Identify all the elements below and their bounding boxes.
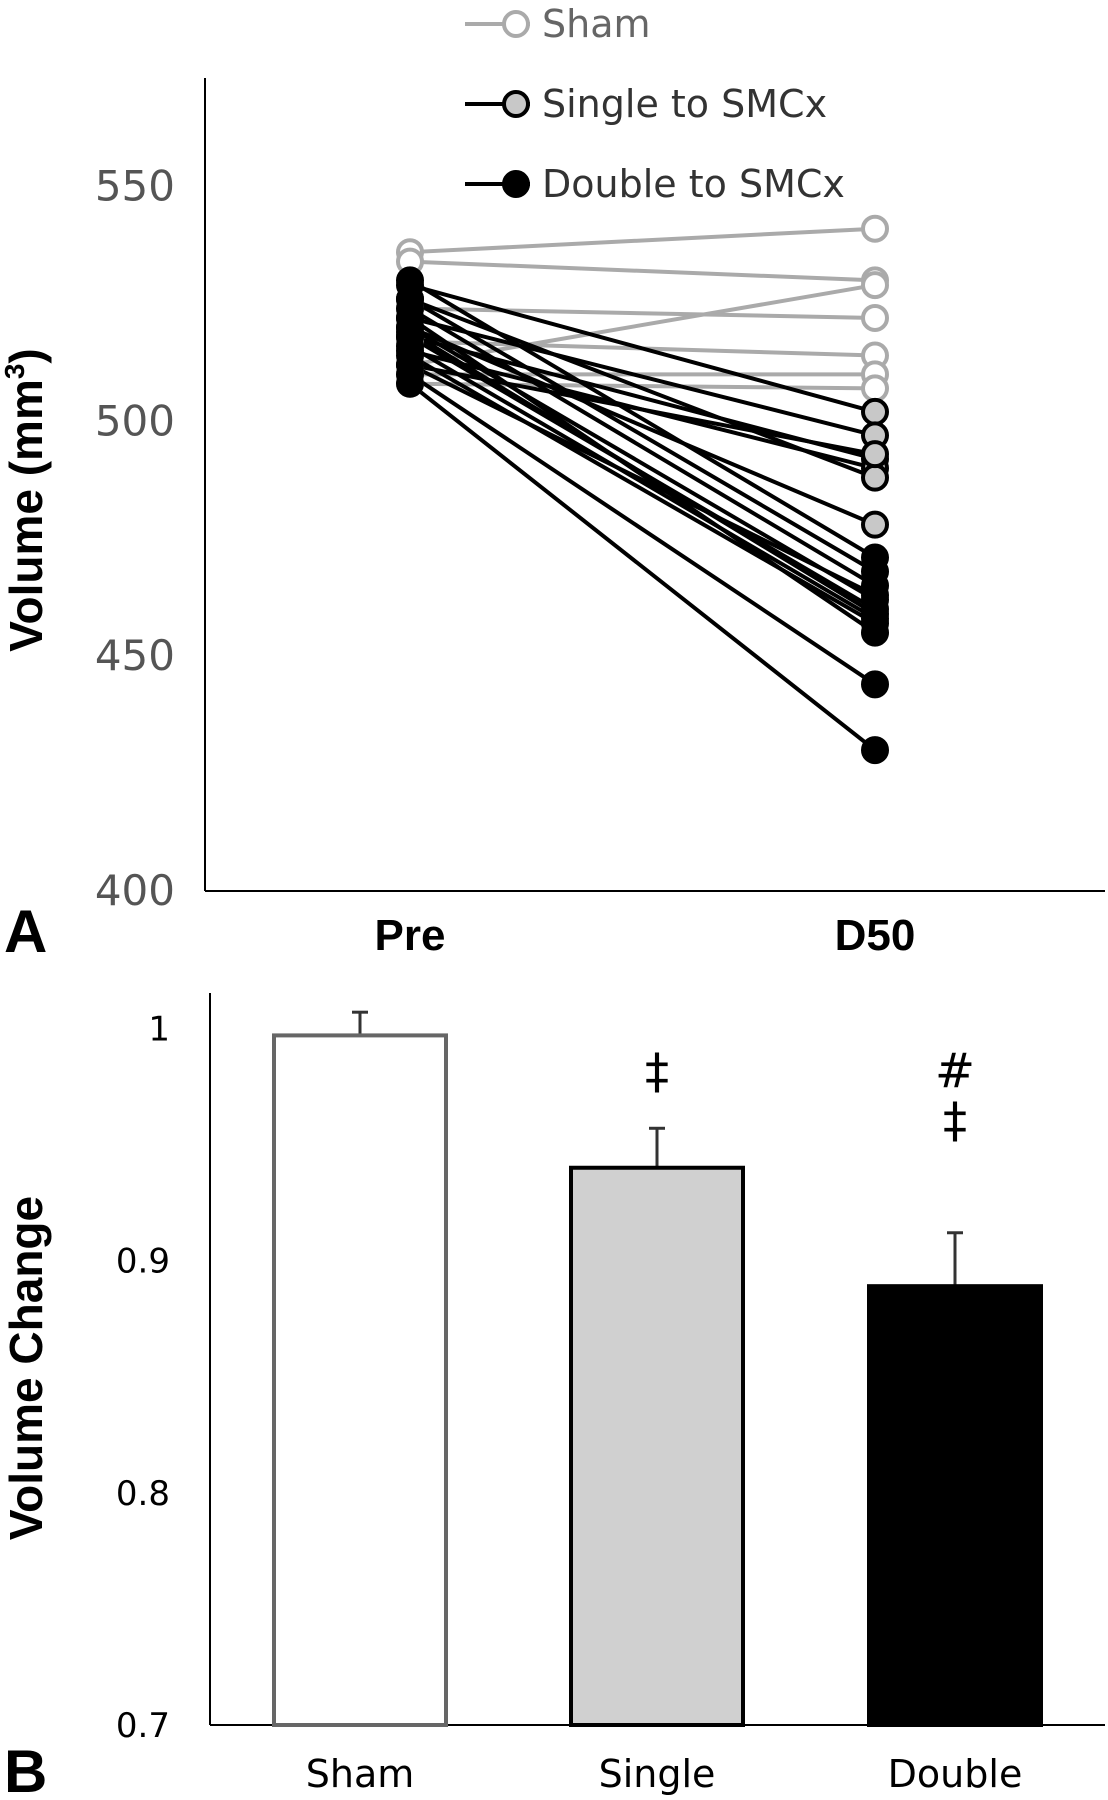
- panel-a-y-tick-label: 400: [95, 866, 175, 915]
- panel-a-y-axis-title-superscript: 3: [0, 364, 30, 380]
- panel-a-series-line: [408, 316, 877, 635]
- panel-a-data-point: [861, 463, 889, 492]
- panel-a-series-line: [409, 316, 876, 438]
- panel-a-series-line: [409, 259, 876, 283]
- panel-a-data-point: [861, 440, 889, 469]
- panel-a-series-line: [409, 325, 876, 527]
- panel-b-x-ticks: Sham Single Double: [306, 1752, 1023, 1796]
- panel-a-series-line: [408, 297, 877, 574]
- panel-a-x-tick-label: D50: [835, 911, 916, 960]
- panel-a-y-tick-label: 550: [95, 161, 175, 210]
- panel-b-y-tick-label: 1: [148, 1009, 170, 1049]
- panel-a-data-point: [861, 670, 889, 699]
- panel-a-y-axis-title: Volume (mm3): [0, 348, 52, 652]
- panel-b-significance-mark: ‡: [943, 1093, 967, 1149]
- panel-a-series-markers: [396, 214, 889, 765]
- panel-a-legend-label: Double to SMCx: [542, 162, 845, 206]
- panel-a-legend-marker: [502, 10, 530, 38]
- panel-a-series-line: [409, 363, 876, 597]
- panel-a-data-point: [861, 214, 889, 243]
- panel-a-letter: A: [4, 898, 47, 965]
- panel-a-y-axis-title-close: ): [0, 348, 52, 363]
- panel-a-y-tick-label: 500: [95, 396, 175, 445]
- panel-b-significance-mark: ‡: [645, 1044, 669, 1100]
- panel-a-y-ticks: 400 450 500 550: [95, 161, 175, 915]
- panel-a-series-line: [408, 278, 877, 560]
- panel-a-series-line: [409, 226, 876, 255]
- panel-b-letter: B: [4, 1738, 47, 1800]
- panel-b-y-axis-title: Volume Change: [0, 1196, 52, 1540]
- panel-a-x-tick-label: Pre: [375, 911, 446, 960]
- panel-a-x-ticks: Pre D50: [375, 911, 916, 960]
- panel-b-bar: [272, 1033, 448, 1727]
- panel-b-y-tick-label: 0.7: [116, 1706, 170, 1746]
- panel-b-y-tick-label: 0.9: [116, 1242, 170, 1282]
- panel-b-annotations: ‡ #‡: [645, 1043, 975, 1149]
- panel-a-data-point: [861, 374, 889, 403]
- panel-b-x-tick-label: Sham: [306, 1752, 415, 1796]
- panel-a-data-point: [396, 285, 424, 314]
- panel-a-data-point: [861, 397, 889, 426]
- panel-a-series-lines: [408, 226, 877, 752]
- panel-a-legend-marker: [502, 170, 530, 198]
- panel-a-series-line: [408, 382, 877, 752]
- panel-a-data-point: [861, 303, 889, 332]
- panel-a-data-point: [861, 599, 889, 628]
- panel-b-bars: [272, 1033, 1043, 1728]
- panel-b-x-tick-label: Double: [888, 1752, 1023, 1796]
- panel-a-legend-label: Sham: [542, 2, 651, 46]
- panel-b-y-tick-label: 0.8: [116, 1474, 170, 1514]
- panel-a-series-line: [409, 283, 876, 414]
- panel-a-series-line: [409, 306, 876, 320]
- panel-a-series-line: [408, 306, 877, 588]
- panel-a-data-point: [396, 369, 424, 398]
- panel-a-series-line: [408, 372, 877, 686]
- panel-a-data-point: [861, 271, 889, 300]
- panel-a-y-axis-title-text: Volume (mm: [0, 379, 52, 652]
- panel-b-y-ticks: 0.7 0.8 0.9 1: [116, 1009, 170, 1746]
- panel-a-y-tick-label: 450: [95, 631, 175, 680]
- panel-b-x-tick-label: Single: [599, 1752, 716, 1796]
- panel-a-data-point: [861, 510, 889, 539]
- panel-a-series-line: [409, 297, 876, 480]
- panel-a-legend: Sham Single to SMCx Double to SMCx: [465, 2, 845, 206]
- panel-a-series-line: [409, 283, 876, 367]
- panel-b-bar: [569, 1165, 745, 1727]
- panel-a-data-point: [861, 557, 889, 586]
- panel-a-legend-label: Single to SMCx: [542, 82, 827, 126]
- panel-a-series-line: [408, 344, 877, 621]
- panel-b-bar-chart: B Volume Change 0.7 0.8 0.9 1 Sham Single Dou…: [0, 993, 1105, 1800]
- panel-a-series-line: [409, 381, 876, 391]
- panel-a-series-line: [408, 330, 877, 616]
- panel-a-data-point: [861, 736, 889, 765]
- panel-b-significance-mark: #: [935, 1043, 975, 1099]
- panel-b-bar: [867, 1284, 1043, 1728]
- panel-a-data-point: [396, 318, 424, 347]
- panel-a-legend-marker: [502, 90, 530, 118]
- panel-b-error-bars: [352, 1010, 963, 1287]
